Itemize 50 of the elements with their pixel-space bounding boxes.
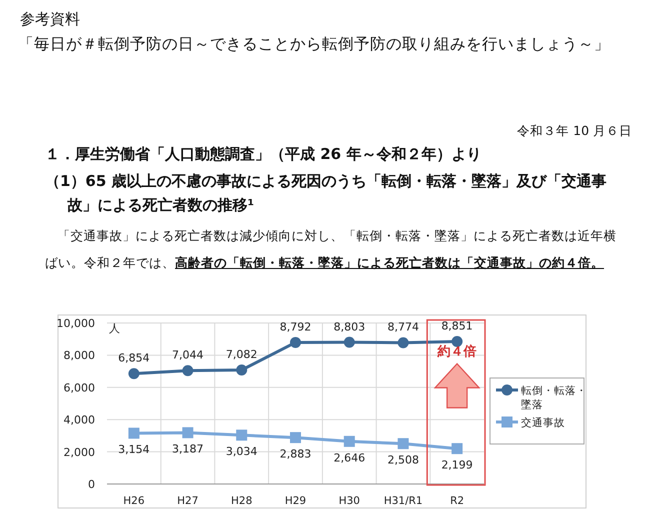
point [344,336,355,348]
point [236,430,248,441]
data-label: 3,154 [118,443,150,456]
legend-label: 転倒・転落・墜落 [521,384,587,411]
y-tick-label: 4,000 [64,414,95,427]
text: 高齢者の「転倒・転落・墜落」による死亡者数は「交通事故」の約４倍。 [175,255,604,270]
data-label: 2,883 [280,448,312,461]
point [182,427,194,438]
y-tick-label: 0 [88,478,95,491]
text: １．厚生労働省「人口動態調査」（平成 26 年～令和２年）より [45,145,482,164]
data-label: 3,187 [172,442,204,456]
annotation: 約４倍 [436,344,477,360]
data-label: 8,774 [387,320,419,334]
data-label: 8,803 [334,320,366,334]
point [236,364,248,376]
x-tick-label: H30 [338,495,360,507]
data-label: 6,854 [118,352,150,365]
y-tick-label: 2,000 [64,446,95,459]
y-tick-label: 6,000 [64,381,95,394]
y-tick-label: 8,000 [64,349,95,362]
text: 「毎日が＃転倒予防の日～できることから転倒予防の取り組みを行いましょう～」 [18,34,610,55]
point [290,432,301,444]
data-label: 2,199 [441,458,473,472]
data-label: 3,034 [226,445,258,458]
point [290,336,301,348]
data-label: 8,792 [280,320,312,334]
text: 参考資料 [20,10,80,29]
x-tick-label: R2 [450,495,464,507]
point [398,438,409,450]
x-tick-label: H28 [231,495,252,507]
point [398,337,409,348]
data-label: 2,646 [334,451,366,464]
y-tick-label: 10,000 [56,317,95,330]
point [128,428,140,439]
data-label: 7,044 [172,348,204,362]
y-axis-title: 人 [109,322,120,335]
x-tick-label: H27 [177,495,198,507]
point [182,365,194,376]
x-tick-label: H31/R1 [384,495,423,507]
data-label: 7,082 [226,348,258,361]
data-label: 2,508 [387,454,419,467]
chart-title: （1）65 歳以上の不慮の事故による死因のうち「転倒・転落・墜落」及び「交通事故」による死亡者数の推移¹ [45,171,608,216]
text: 令和３年 10 月６日 [517,123,632,140]
data-label: 8,851 [441,320,473,332]
x-tick-label: H29 [284,495,306,507]
point [452,336,463,347]
point [344,436,355,447]
legend-label: 交通事故 [521,416,565,429]
x-tick-label: H26 [123,495,145,507]
point [128,368,140,380]
